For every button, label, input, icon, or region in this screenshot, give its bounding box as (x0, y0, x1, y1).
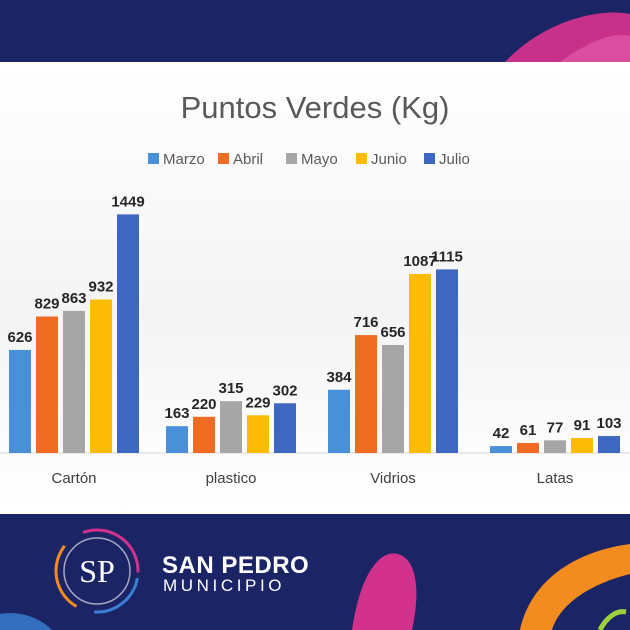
data-label-plastico-julio: 302 (272, 382, 297, 399)
bar-carton-junio (90, 299, 112, 453)
data-label-plastico-marzo: 163 (164, 405, 189, 422)
bar-latas-abril (517, 442, 539, 453)
bar-plastico-mayo (220, 401, 242, 453)
category-label-vidrios: Vidrios (370, 470, 416, 487)
legend-swatch-junio (356, 153, 367, 164)
bar-vidrios-mayo (382, 344, 404, 453)
legend-label-marzo: Marzo (163, 151, 205, 168)
legend-swatch-julio (424, 153, 435, 164)
data-label-latas-abril: 61 (520, 422, 537, 439)
data-label-plastico-mayo: 315 (218, 380, 243, 397)
data-label-plastico-abril: 220 (191, 396, 216, 413)
data-label-vidrios-junio: 1087 (403, 253, 436, 270)
data-label-vidrios-mayo: 656 (380, 324, 405, 341)
bar-vidrios-abril (355, 335, 377, 453)
bar-carton-mayo (63, 310, 85, 453)
data-label-carton-mayo: 863 (61, 290, 86, 307)
bar-vidrios-marzo (328, 389, 350, 453)
bar-latas-junio (571, 438, 593, 453)
sp-logo: SP (54, 528, 140, 614)
legend-swatch-marzo (148, 153, 159, 164)
data-label-vidrios-julio: 1115 (431, 248, 463, 265)
brand-subtitle: MUNICIPIO (163, 576, 286, 595)
bar-plastico-junio (247, 415, 269, 453)
bar-carton-abril (36, 316, 58, 453)
header-decoration (505, 12, 630, 62)
bar-plastico-abril (193, 416, 215, 453)
data-label-latas-julio: 103 (596, 415, 621, 432)
bar-latas-mayo (544, 440, 566, 453)
data-label-carton-junio: 932 (88, 279, 113, 296)
legend-label-junio: Junio (371, 151, 407, 168)
chart-title: Puntos Verdes (Kg) (181, 90, 450, 125)
header-band (0, 0, 630, 62)
category-label-carton: Cartón (51, 470, 96, 487)
category-label-plastico: plastico (206, 470, 257, 487)
data-label-carton-abril: 829 (34, 295, 59, 312)
data-label-carton-marzo: 626 (7, 329, 32, 346)
data-label-vidrios-abril: 716 (353, 314, 378, 331)
data-label-vidrios-marzo: 384 (326, 369, 352, 386)
legend-label-julio: Julio (439, 151, 470, 168)
legend-swatch-mayo (286, 153, 297, 164)
bar-carton-julio (117, 214, 139, 453)
bar-plastico-marzo (166, 426, 188, 453)
data-label-latas-marzo: 42 (493, 425, 510, 442)
bar-carton-marzo (9, 349, 31, 453)
category-label-latas: Latas (537, 470, 574, 487)
bar-plastico-julio (274, 403, 296, 453)
legend-label-abril: Abril (233, 151, 263, 168)
footer-decoration (0, 544, 630, 630)
chart-panel: Puntos Verdes (Kg) Marzo Abril Mayo Junio Jul… (0, 62, 630, 514)
bar-latas-julio (598, 436, 620, 453)
legend-swatch-abril (218, 153, 229, 164)
legend-label-mayo: Mayo (301, 151, 338, 168)
data-label-latas-junio: 91 (574, 417, 591, 434)
bar-vidrios-julio (436, 269, 458, 453)
data-label-latas-mayo: 77 (547, 419, 564, 436)
bar-latas-marzo (490, 446, 512, 453)
brand-name: SAN PEDRO (162, 552, 310, 579)
logo-monogram: SP (79, 553, 115, 589)
data-label-carton-julio: 1449 (111, 193, 144, 210)
bar-vidrios-junio (409, 274, 431, 453)
bar-chart: Puntos Verdes (Kg) Marzo Abril Mayo Junio Jul… (0, 90, 630, 487)
data-label-plastico-junio: 229 (245, 394, 270, 411)
